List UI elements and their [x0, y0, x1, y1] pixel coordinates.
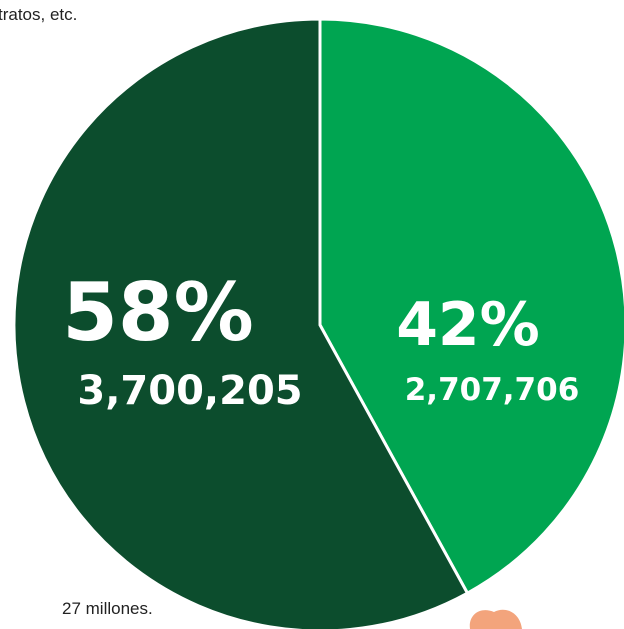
pie-slice — [12, 17, 470, 629]
pie-slice — [318, 17, 624, 596]
annotation: tratos, etc. — [0, 5, 77, 24]
data-label: 58% — [62, 266, 253, 359]
decoration — [469, 609, 522, 629]
data-label: 3,700,205 — [77, 368, 302, 414]
annotation: 27 millones. — [62, 599, 153, 618]
data-label: 42% — [396, 290, 540, 360]
pie — [12, 17, 624, 629]
data-label: 2,707,706 — [405, 372, 580, 408]
